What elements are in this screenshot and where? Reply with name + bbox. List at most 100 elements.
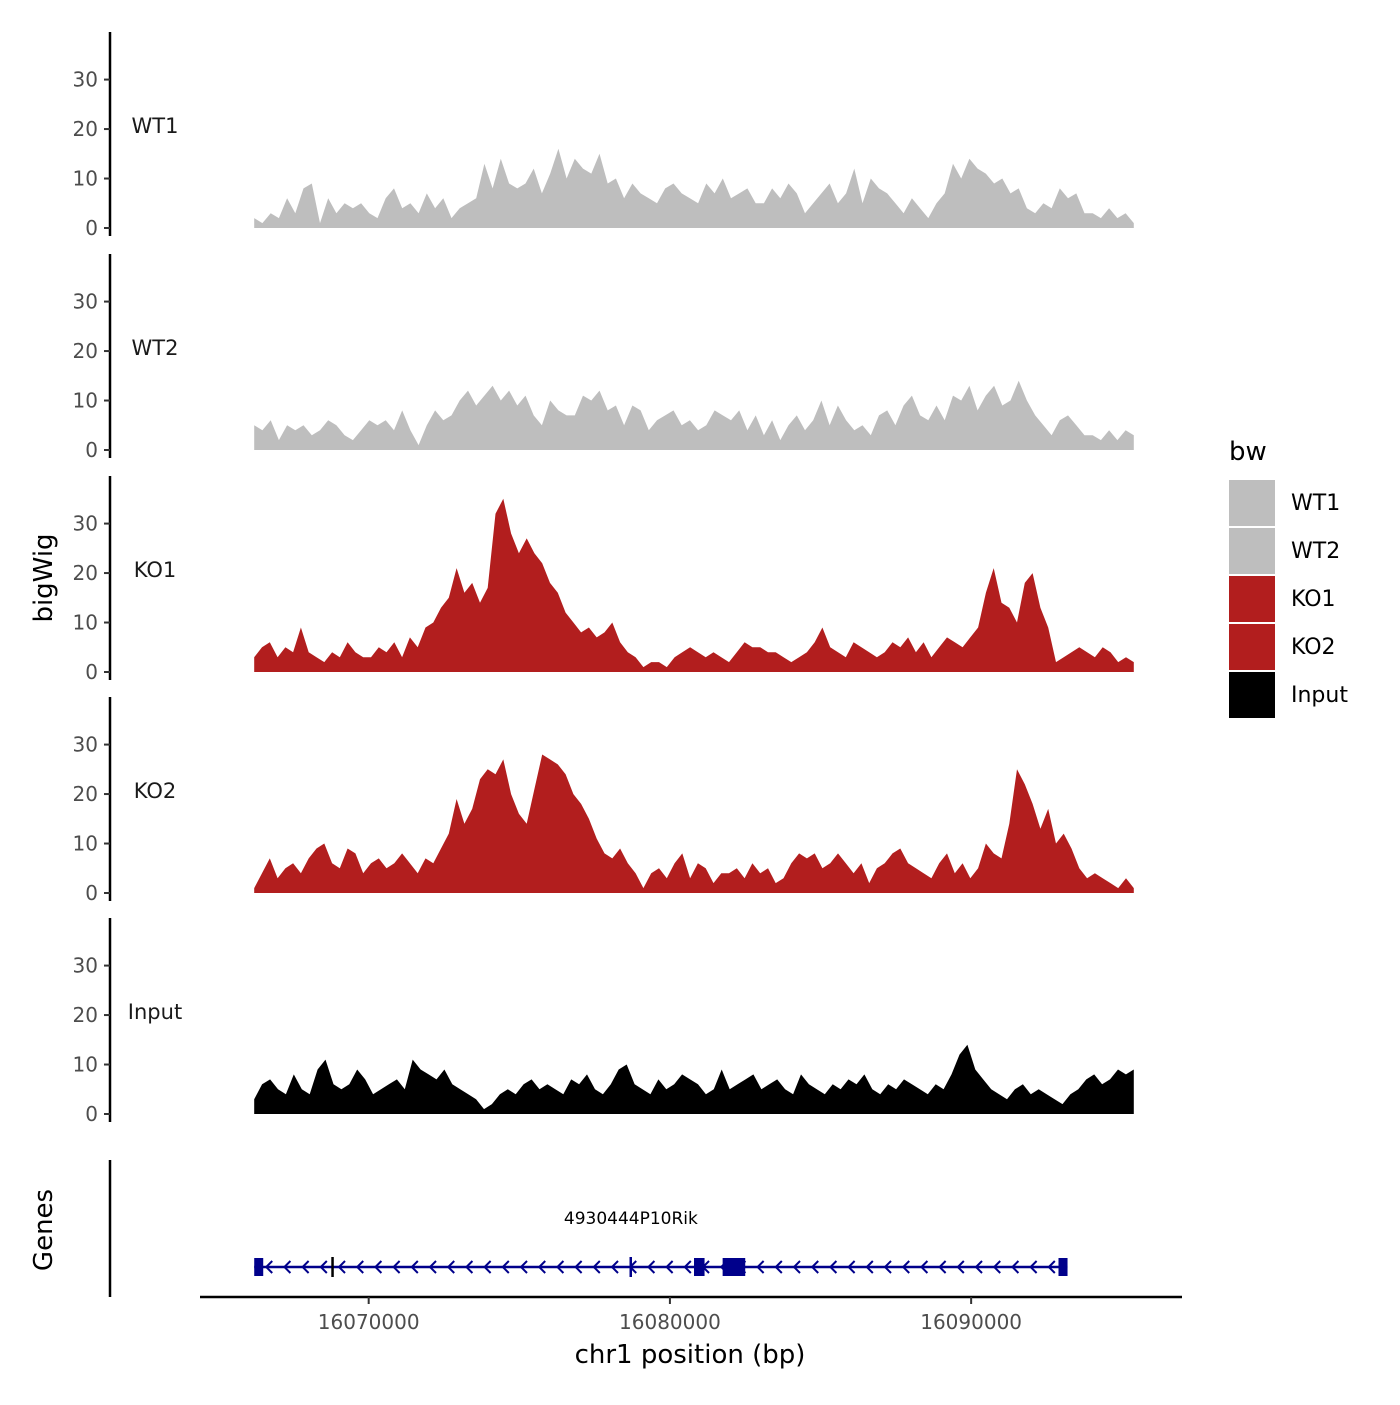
gene-strand-arrow: [319, 1260, 328, 1274]
gene-strand-arrow: [1029, 1260, 1038, 1274]
gene-strand-arrow: [610, 1260, 619, 1274]
y-tick-label: 0: [85, 438, 98, 462]
gene-strand-arrow: [1011, 1260, 1020, 1274]
gene-strand-arrow: [829, 1260, 838, 1274]
track-ko2: 0 10 20 30 KO2: [73, 697, 1134, 905]
gene-strand-arrow: [847, 1260, 856, 1274]
x-tick-label: 16070000: [318, 1310, 420, 1334]
gene-strand-arrow: [810, 1260, 819, 1274]
y-tick-label: 20: [73, 1003, 98, 1027]
x-axis: 16070000 16080000 16090000: [200, 1295, 1182, 1334]
gene-strand-arrow: [647, 1260, 656, 1274]
gene-strand-arrow: [774, 1260, 783, 1274]
legend-swatch-input: [1229, 672, 1275, 718]
x-axis-title: chr1 position (bp): [575, 1340, 806, 1370]
coverage-area-wt1: [254, 148, 1134, 228]
gene-strand-arrow: [446, 1260, 455, 1274]
track-label-ko2: KO2: [134, 779, 177, 803]
y-tick-label: 20: [73, 782, 98, 806]
gene-strand-arrow: [465, 1260, 474, 1274]
gene-strand-arrow: [592, 1260, 601, 1274]
gene-strand-arrow: [410, 1260, 419, 1274]
gene-strand-arrow: [665, 1260, 674, 1274]
y-tick-label: 30: [73, 68, 98, 92]
genes-track-title: Genes: [29, 1189, 59, 1271]
legend-label-input: Input: [1291, 683, 1348, 708]
legend-swatch-ko2: [1229, 624, 1275, 670]
gene-strand-arrow: [355, 1260, 364, 1274]
y-tick-label: 30: [73, 290, 98, 314]
gene-strand-arrow: [374, 1260, 383, 1274]
coverage-area-input: [254, 1044, 1134, 1114]
legend-swatch-ko1: [1229, 576, 1275, 622]
y-tick-label: 10: [73, 611, 98, 635]
y-tick-label: 30: [73, 512, 98, 536]
gene-strand-arrow: [920, 1260, 929, 1274]
legend-title: bw: [1229, 437, 1267, 467]
gene-strand-arrow: [992, 1260, 1001, 1274]
coverage-area-ko1: [254, 498, 1134, 672]
track-label-input: Input: [128, 1000, 182, 1024]
gene-strand-arrow: [901, 1260, 910, 1274]
gene-exon: [694, 1258, 705, 1276]
legend-label-ko1: KO1: [1291, 587, 1336, 612]
y-tick-label: 10: [73, 167, 98, 191]
y-tick-label: 30: [73, 733, 98, 757]
y-tick-label: 0: [85, 881, 98, 905]
x-tick-label: 16080000: [619, 1310, 721, 1334]
coverage-area-ko2: [254, 754, 1134, 893]
gene-strand-arrow: [264, 1260, 273, 1274]
track-wt1: 0 10 20 30 WT1: [73, 32, 1134, 240]
gene-strand-arrow: [938, 1260, 947, 1274]
y-tick-label: 30: [73, 954, 98, 978]
gene-name-label: 4930444P10Rik: [564, 1209, 698, 1229]
tracks-layer: 0 10 20 30 WT1 0 10 20 30 WT2 0 10 20 30 KO1 0 10 20 30 KO2…: [73, 32, 1134, 1126]
gene-strand-arrow: [756, 1260, 765, 1274]
x-tick-label: 16090000: [920, 1310, 1022, 1334]
gene-strand-arrow: [483, 1260, 492, 1274]
gene-exon: [254, 1258, 264, 1276]
gene-strand-arrow: [556, 1260, 565, 1274]
track-label-wt1: WT1: [132, 114, 179, 138]
y-tick-label: 0: [85, 1102, 98, 1126]
y-tick-label: 0: [85, 216, 98, 240]
y-tick-label: 20: [73, 561, 98, 585]
coverage-area-wt2: [254, 380, 1134, 450]
y-tick-label: 10: [73, 389, 98, 413]
legend-label-wt2: WT2: [1291, 539, 1340, 564]
gene-strand-arrow: [392, 1260, 401, 1274]
track-label-wt2: WT2: [132, 336, 179, 360]
gene-strand-arrow: [574, 1260, 583, 1274]
legend-swatch-wt2: [1229, 528, 1275, 574]
gene-strand-arrow: [501, 1260, 510, 1274]
gene-strand-arrow: [792, 1260, 801, 1274]
y-tick-label: 10: [73, 832, 98, 856]
y-tick-label: 10: [73, 1053, 98, 1077]
y-tick-label: 0: [85, 660, 98, 684]
legend-swatch-wt1: [1229, 480, 1275, 526]
gene-strand-arrow: [537, 1260, 546, 1274]
gene-strand-arrow: [956, 1260, 965, 1274]
legend-label-ko2: KO2: [1291, 635, 1336, 660]
legend: bw WT1 WT2 KO1 KO2 Input: [1229, 437, 1348, 718]
gene-track: 4930444P10Rik: [108, 1160, 1068, 1297]
gene-strand-arrow: [301, 1260, 310, 1274]
gene-strand-arrow: [883, 1260, 892, 1274]
track-label-ko1: KO1: [134, 558, 177, 582]
gene-exon: [1058, 1258, 1068, 1276]
y-tick-label: 20: [73, 339, 98, 363]
legend-label-wt1: WT1: [1291, 491, 1340, 516]
gene-strand-arrow: [519, 1260, 528, 1274]
gene-strand-arrow: [1047, 1260, 1056, 1274]
track-ko1: 0 10 20 30 KO1: [73, 476, 1134, 684]
gene-strand-arrow: [337, 1260, 346, 1274]
gene-strand-arrow: [683, 1260, 692, 1274]
gene-strand-arrow: [865, 1260, 874, 1274]
y-axis-title: bigWig: [29, 533, 59, 622]
gene-strand-arrow: [428, 1260, 437, 1274]
gene-strand-arrow: [283, 1260, 292, 1274]
gene-exon: [722, 1258, 746, 1276]
